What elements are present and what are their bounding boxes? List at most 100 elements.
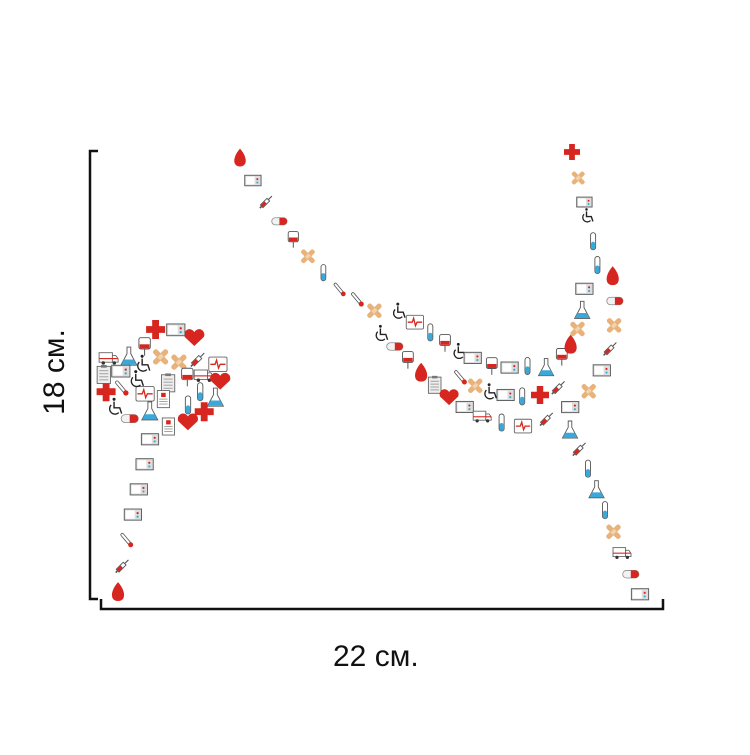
monitor-icon xyxy=(455,400,474,414)
monitor-icon xyxy=(576,196,593,208)
monitor-icon xyxy=(135,458,154,471)
medical-cross-icon xyxy=(96,382,116,402)
clipboard-icon xyxy=(427,375,442,394)
test-tube-icon xyxy=(320,264,327,282)
syringe-icon xyxy=(259,195,273,209)
test-tube-icon xyxy=(519,387,526,406)
thermometer-icon xyxy=(454,370,467,385)
thermometer-icon xyxy=(351,292,364,307)
ambulance-icon xyxy=(472,410,492,423)
medical-cross-icon xyxy=(564,144,580,160)
monitor-icon xyxy=(244,174,262,187)
monitor-icon xyxy=(123,508,142,521)
iv-bag-icon xyxy=(485,357,498,375)
pill-capsule-icon xyxy=(120,414,139,423)
ambulance-icon xyxy=(612,547,632,559)
wheelchair-icon xyxy=(108,397,123,415)
flask-icon xyxy=(141,401,159,421)
monitor-icon xyxy=(129,483,148,496)
height-label: 18 см. xyxy=(38,329,71,415)
bandage-icon xyxy=(571,171,585,185)
ecg-heart-icon xyxy=(405,314,424,330)
syringe-icon xyxy=(539,412,554,427)
bandage-icon xyxy=(581,383,596,399)
iv-bag-icon xyxy=(181,367,194,387)
wheelchair-icon xyxy=(392,302,406,319)
monitor-icon xyxy=(140,433,160,446)
iv-bag-icon xyxy=(555,348,568,366)
iv-bag-icon xyxy=(138,337,151,356)
wheelchair-icon xyxy=(137,354,151,372)
height-bracket xyxy=(88,149,98,601)
document-icon xyxy=(161,417,175,436)
wheelchair-icon xyxy=(130,370,145,388)
monitor-icon xyxy=(561,401,580,414)
medical-cross-icon xyxy=(531,386,549,404)
ecg-heart-icon xyxy=(135,386,155,402)
document-icon xyxy=(156,390,170,409)
test-tube-icon xyxy=(427,323,434,342)
iv-bag-icon xyxy=(402,351,414,369)
bandage-icon xyxy=(467,378,483,394)
monitor-icon xyxy=(463,351,482,364)
medical-icons-layer xyxy=(96,144,650,601)
monitor-icon xyxy=(496,388,515,402)
ecg-heart-icon xyxy=(208,356,228,372)
wheelchair-icon xyxy=(582,208,594,223)
width-bracket xyxy=(99,599,665,611)
medical-cross-icon xyxy=(194,402,214,422)
blood-drop-icon xyxy=(234,148,246,167)
flask-icon xyxy=(206,387,225,407)
ambulance-icon xyxy=(98,352,119,365)
syringe-icon xyxy=(551,380,565,395)
bandage-icon xyxy=(301,249,315,264)
test-tube-icon xyxy=(197,382,204,402)
bandage-icon xyxy=(171,354,187,370)
syringe-icon xyxy=(603,342,617,356)
pill-capsule-icon xyxy=(271,217,288,226)
bandage-icon xyxy=(606,524,621,540)
heart-icon xyxy=(439,389,459,406)
flask-icon xyxy=(588,480,605,499)
heart-icon xyxy=(184,329,205,346)
monitor-icon xyxy=(166,323,186,337)
ecg-heart-icon xyxy=(513,418,533,434)
medical-cross-icon xyxy=(146,320,166,339)
wheelchair-icon xyxy=(375,324,389,342)
pill-capsule-icon xyxy=(386,342,404,351)
monitor-icon xyxy=(111,364,131,378)
pill-capsule-icon xyxy=(622,570,640,579)
flask-icon xyxy=(537,358,555,377)
heart-icon xyxy=(177,413,199,431)
test-tube-icon xyxy=(585,459,591,478)
test-tube-icon xyxy=(594,256,601,275)
clipboard-icon xyxy=(96,365,111,384)
test-tube-icon xyxy=(498,413,505,432)
syringe-icon xyxy=(115,559,129,574)
flask-icon xyxy=(120,346,138,366)
iv-bag-icon xyxy=(439,334,451,352)
monitor-icon xyxy=(575,282,594,295)
bandage-icon xyxy=(570,321,585,337)
thermometer-icon xyxy=(333,282,346,297)
bandage-icon xyxy=(606,318,622,333)
pill-capsule-icon xyxy=(606,296,624,306)
test-tube-icon xyxy=(590,232,597,251)
bandage-icon xyxy=(367,303,382,319)
syringe-icon xyxy=(572,442,586,457)
flask-icon xyxy=(573,300,591,319)
syringe-icon xyxy=(190,352,205,367)
monitor-icon xyxy=(500,361,519,374)
flask-icon xyxy=(561,420,579,439)
dimension-lines xyxy=(88,149,665,611)
test-tube-icon xyxy=(184,395,192,415)
clipboard-icon xyxy=(161,373,176,393)
blood-drop-icon xyxy=(564,334,577,354)
width-label: 22 см. xyxy=(333,640,419,673)
thermometer-icon xyxy=(120,532,134,548)
monitor-icon xyxy=(630,588,650,601)
test-tube-icon xyxy=(524,356,531,375)
blood-drop-icon xyxy=(111,582,125,601)
wheelchair-icon xyxy=(484,383,497,400)
